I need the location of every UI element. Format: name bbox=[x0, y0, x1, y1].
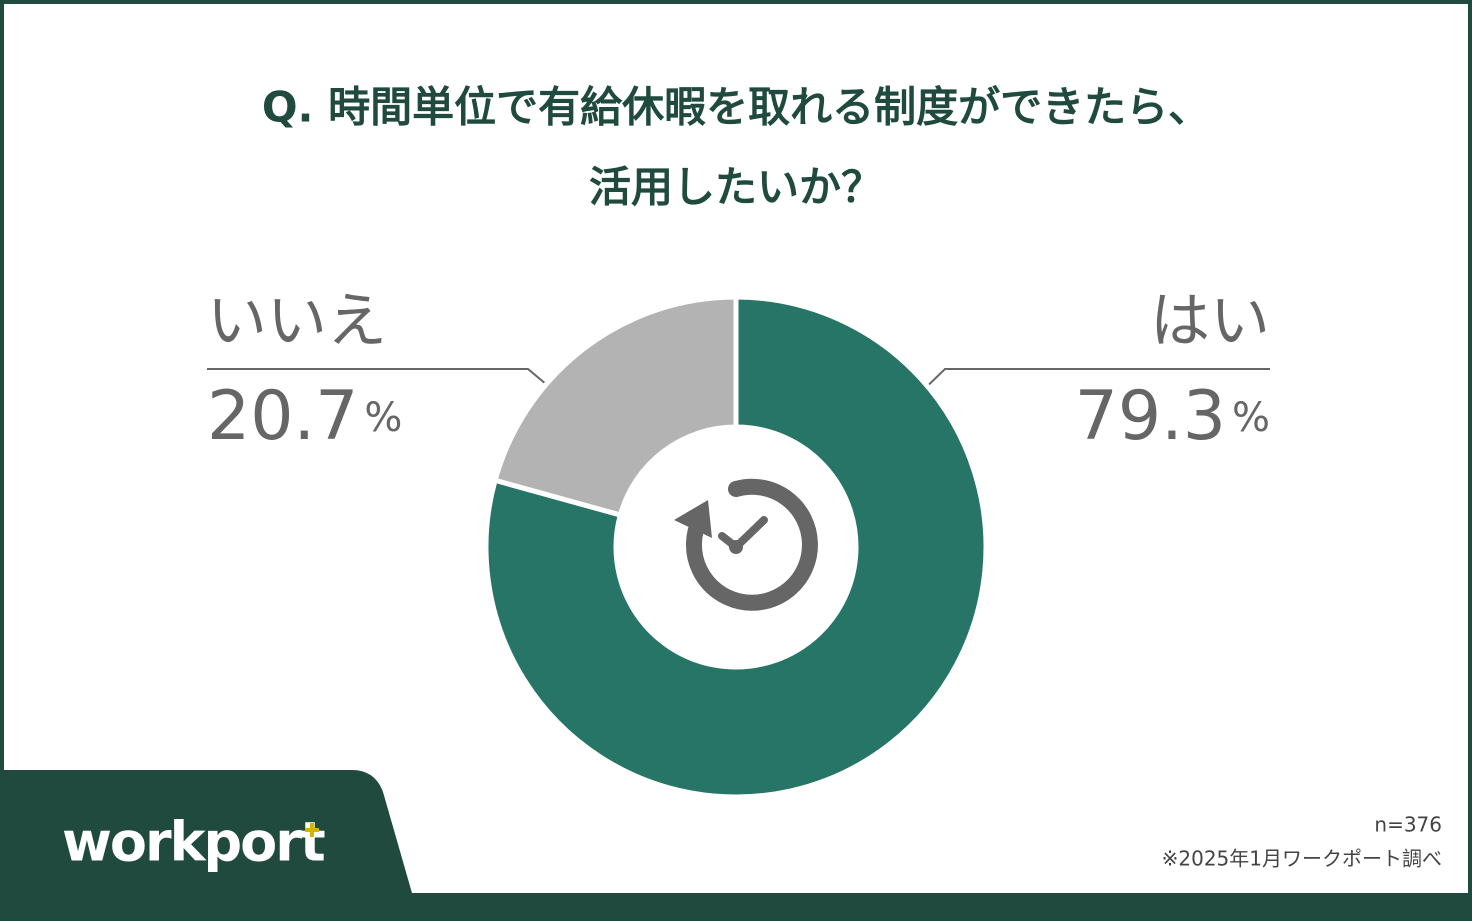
value-label: 20.7% bbox=[207, 377, 402, 456]
donut-slice bbox=[483, 294, 989, 800]
value-number: 79.3 bbox=[1075, 377, 1226, 456]
clock-icon bbox=[674, 478, 818, 611]
chart-title: Q. 時間単位で有給休暇を取れる制度ができたら、 bbox=[262, 83, 1210, 132]
chart-title: 活用したいか？ bbox=[589, 163, 883, 212]
value-unit: % bbox=[1232, 395, 1270, 441]
sample-size: n=376 bbox=[1374, 813, 1442, 837]
source-note: ※2025年1月ワークポート調べ bbox=[1162, 847, 1442, 871]
value-label: 79.3% bbox=[1075, 377, 1270, 456]
category-label: いいえ bbox=[207, 287, 387, 357]
logo-panel bbox=[0, 770, 412, 893]
value-unit: % bbox=[364, 395, 402, 441]
footer-bar bbox=[0, 893, 1472, 921]
logo: workport bbox=[62, 811, 325, 874]
donut-slice bbox=[491, 294, 739, 519]
logo-accent bbox=[305, 828, 319, 832]
value-number: 20.7 bbox=[207, 377, 358, 456]
category-label: はい bbox=[1150, 287, 1270, 357]
